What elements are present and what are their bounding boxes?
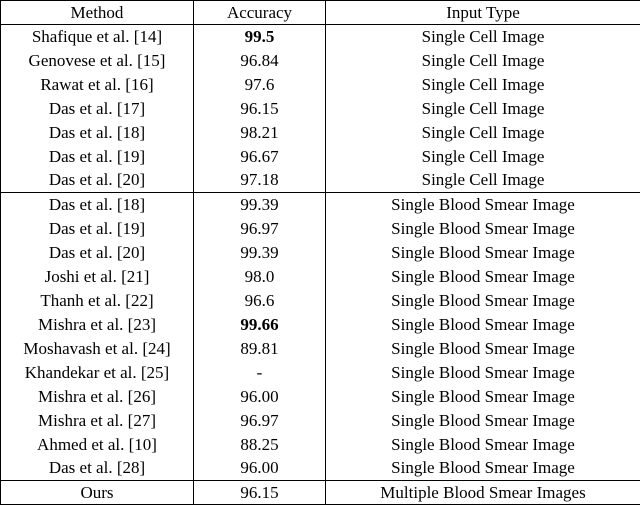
- accuracy-cell: 88.25: [193, 432, 326, 457]
- input-type-cell: Single Cell Image: [325, 144, 640, 169]
- accuracy-cell: 96.84: [193, 48, 326, 73]
- table-row: Moshavash et al. [24] 89.81 Single Blood S…: [0, 336, 640, 361]
- input-type-cell: Single Blood Smear Image: [325, 384, 640, 409]
- table-row: Das et al. [20] 97.18 Single Cell Image: [0, 168, 640, 193]
- table-row: Das et al. [19] 96.97 Single Blood Smear I…: [0, 216, 640, 241]
- input-type-cell: Single Blood Smear Image: [325, 192, 640, 217]
- table-row: Ours 96.15 Multiple Blood Smear Images: [0, 480, 640, 505]
- method-cell: Das et al. [20]: [0, 168, 194, 193]
- accuracy-cell: 98.0: [193, 264, 326, 289]
- accuracy-cell: -: [193, 360, 326, 385]
- input-type-cell: Single Cell Image: [325, 168, 640, 193]
- input-type-cell: Single Cell Image: [325, 120, 640, 145]
- accuracy-cell: 98.21: [193, 120, 326, 145]
- method-cell: Joshi et al. [21]: [0, 264, 194, 289]
- method-cell: Shafique et al. [14]: [0, 24, 194, 49]
- table-row: Rawat et al. [16] 97.6 Single Cell Image: [0, 72, 640, 97]
- accuracy-cell: 96.97: [193, 408, 326, 433]
- method-cell: Rawat et al. [16]: [0, 72, 194, 97]
- input-type-cell: Single Blood Smear Image: [325, 312, 640, 337]
- table-row: Genovese et al. [15] 96.84 Single Cell Ima…: [0, 48, 640, 73]
- method-cell: Das et al. [18]: [0, 192, 194, 217]
- col-header-input-type: Input Type: [325, 0, 640, 25]
- col-header-accuracy: Accuracy: [193, 0, 326, 25]
- input-type-cell: Single Blood Smear Image: [325, 408, 640, 433]
- input-type-cell: Single Blood Smear Image: [325, 288, 640, 313]
- accuracy-cell: 96.6: [193, 288, 326, 313]
- method-cell: Das et al. [19]: [0, 144, 194, 169]
- accuracy-cell: 96.00: [193, 384, 326, 409]
- col-header-method: Method: [0, 0, 194, 25]
- header-row: Method Accuracy Input Type: [0, 0, 640, 25]
- accuracy-cell: 97.18: [193, 168, 326, 193]
- accuracy-cell: 99.5: [193, 24, 326, 49]
- method-cell: Das et al. [28]: [0, 456, 194, 481]
- table-row: Mishra et al. [23] 99.66 Single Blood Smea…: [0, 312, 640, 337]
- method-cell: Khandekar et al. [25]: [0, 360, 194, 385]
- table-row: Mishra et al. [26] 96.00 Single Blood Smea…: [0, 384, 640, 409]
- table-row: Das et al. [18] 98.21 Single Cell Image: [0, 120, 640, 145]
- table-section-single-cell: Shafique et al. [14] 99.5 Single Cell Imag…: [0, 24, 640, 193]
- method-cell: Das et al. [17]: [0, 96, 194, 121]
- input-type-cell: Single Blood Smear Image: [325, 240, 640, 265]
- input-type-cell: Single Blood Smear Image: [325, 456, 640, 481]
- input-type-cell: Single Cell Image: [325, 72, 640, 97]
- accuracy-cell: 96.00: [193, 456, 326, 481]
- accuracy-cell: 99.39: [193, 192, 326, 217]
- table-row: Shafique et al. [14] 99.5 Single Cell Imag…: [0, 24, 640, 49]
- method-cell: Mishra et al. [23]: [0, 312, 194, 337]
- table-row: Das et al. [17] 96.15 Single Cell Image: [0, 96, 640, 121]
- method-cell: Genovese et al. [15]: [0, 48, 194, 73]
- input-type-cell: Single Blood Smear Image: [325, 432, 640, 457]
- accuracy-cell: 96.97: [193, 216, 326, 241]
- method-cell: Das et al. [18]: [0, 120, 194, 145]
- input-type-cell: Single Cell Image: [325, 96, 640, 121]
- accuracy-cell: 99.39: [193, 240, 326, 265]
- table-row: Das et al. [19] 96.67 Single Cell Image: [0, 144, 640, 169]
- table-row: Thanh et al. [22] 96.6 Single Blood Smear …: [0, 288, 640, 313]
- method-cell: Mishra et al. [26]: [0, 384, 194, 409]
- table-header: Method Accuracy Input Type: [0, 0, 640, 25]
- table-row: Das et al. [18] 99.39 Single Blood Smear I…: [0, 192, 640, 217]
- accuracy-cell: 89.81: [193, 336, 326, 361]
- table-row: Khandekar et al. [25] - Single Blood Smear…: [0, 360, 640, 385]
- accuracy-cell: 99.66: [193, 312, 326, 337]
- table-row: Das et al. [20] 99.39 Single Blood Smear I…: [0, 240, 640, 265]
- method-cell: Das et al. [20]: [0, 240, 194, 265]
- input-type-cell: Single Blood Smear Image: [325, 216, 640, 241]
- accuracy-cell: 96.67: [193, 144, 326, 169]
- input-type-cell: Single Cell Image: [325, 48, 640, 73]
- input-type-cell: Single Blood Smear Image: [325, 360, 640, 385]
- table-row: Das et al. [28] 96.00 Single Blood Smear I…: [0, 456, 640, 481]
- table-section-ours: Ours 96.15 Multiple Blood Smear Images: [0, 480, 640, 505]
- table-row: Ahmed et al. [10] 88.25 Single Blood Smear…: [0, 432, 640, 457]
- accuracy-cell: 96.15: [193, 96, 326, 121]
- method-cell: Thanh et al. [22]: [0, 288, 194, 313]
- accuracy-cell: 97.6: [193, 72, 326, 97]
- accuracy-cell: 96.15: [193, 480, 326, 505]
- method-cell: Ahmed et al. [10]: [0, 432, 194, 457]
- table-row: Joshi et al. [21] 98.0 Single Blood Smear …: [0, 264, 640, 289]
- method-cell: Das et al. [19]: [0, 216, 194, 241]
- input-type-cell: Single Blood Smear Image: [325, 336, 640, 361]
- method-cell: Ours: [0, 480, 194, 505]
- input-type-cell: Single Cell Image: [325, 24, 640, 49]
- method-cell: Moshavash et al. [24]: [0, 336, 194, 361]
- table-section-single-blood-smear: Das et al. [18] 99.39 Single Blood Smear I…: [0, 192, 640, 481]
- method-cell: Mishra et al. [27]: [0, 408, 194, 433]
- table-row: Mishra et al. [27] 96.97 Single Blood Smea…: [0, 408, 640, 433]
- input-type-cell: Single Blood Smear Image: [325, 264, 640, 289]
- input-type-cell: Multiple Blood Smear Images: [325, 480, 640, 505]
